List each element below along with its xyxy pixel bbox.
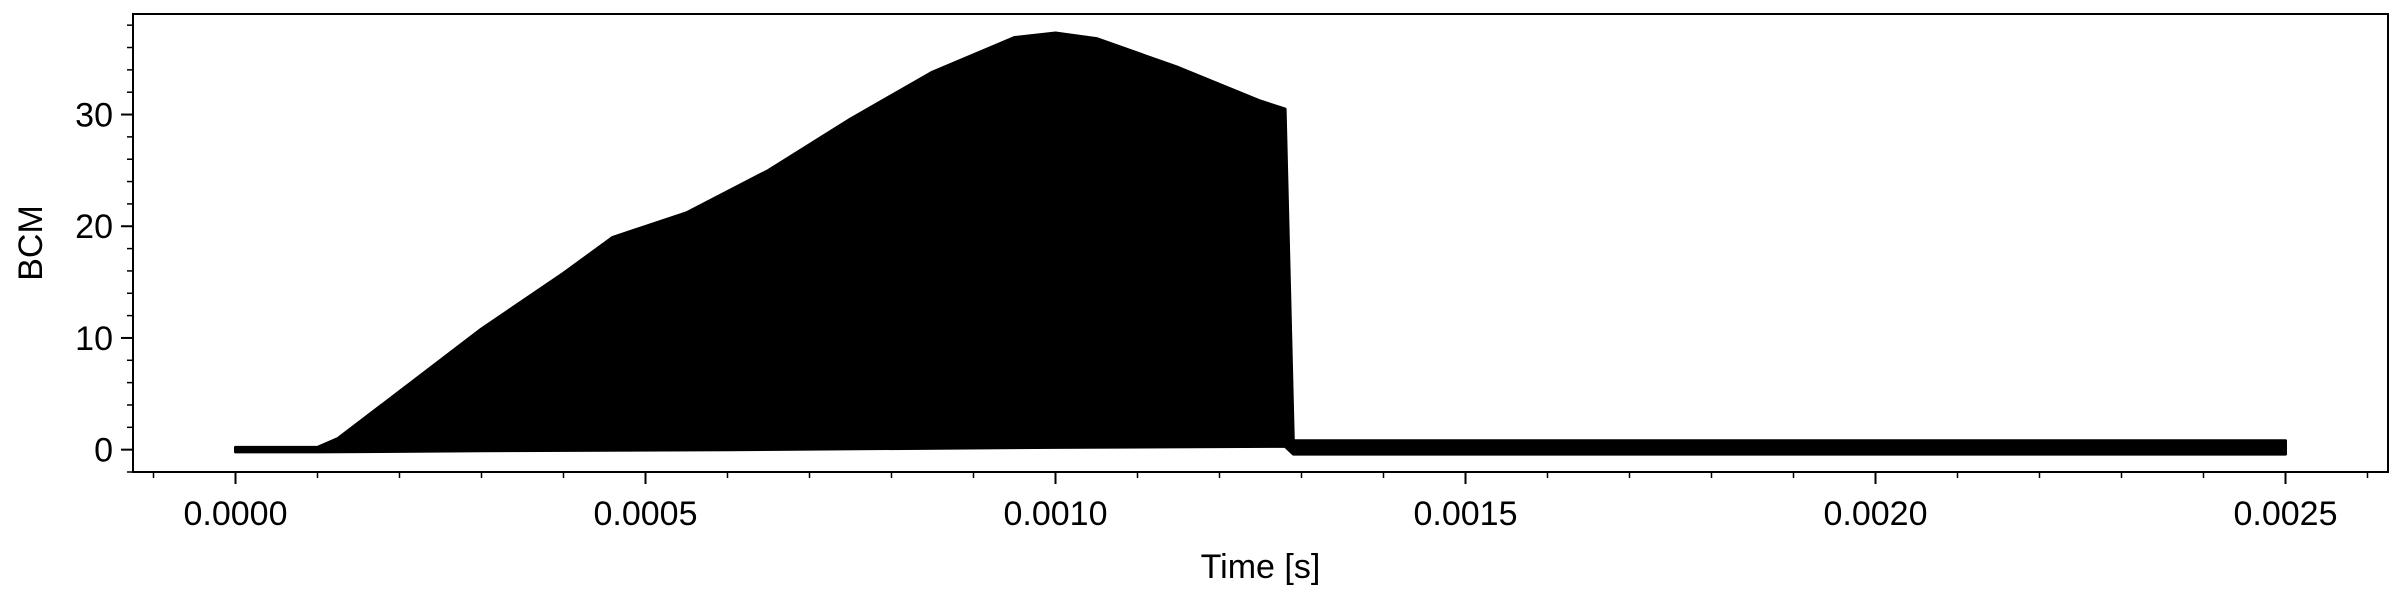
x-tick-label-4: 0.0020 xyxy=(1824,495,1928,533)
y-tick-label-1: 10 xyxy=(75,320,113,358)
x-tick-label-0: 0.0000 xyxy=(184,495,288,533)
x-tick-label-2: 0.0010 xyxy=(1004,495,1108,533)
y-tick-label-3: 30 xyxy=(75,97,113,135)
plot-area: 0.0000 0.0005 0.0010 0.0015 0.0020 0.0025 0 10 2… xyxy=(75,13,2389,533)
series-0-envelope xyxy=(234,31,2287,456)
axes-frame xyxy=(132,13,2389,473)
y-axis-label: BCM xyxy=(12,205,50,281)
y-tick-label-2: 20 xyxy=(75,208,113,246)
x-tick-label-1: 0.0005 xyxy=(594,495,698,533)
x-axis-label: Time [s] xyxy=(1201,548,1321,586)
x-tick-label-5: 0.0025 xyxy=(2234,495,2338,533)
y-tick-label-0: 0 xyxy=(94,432,113,470)
x-tick-label-3: 0.0015 xyxy=(1414,495,1518,533)
